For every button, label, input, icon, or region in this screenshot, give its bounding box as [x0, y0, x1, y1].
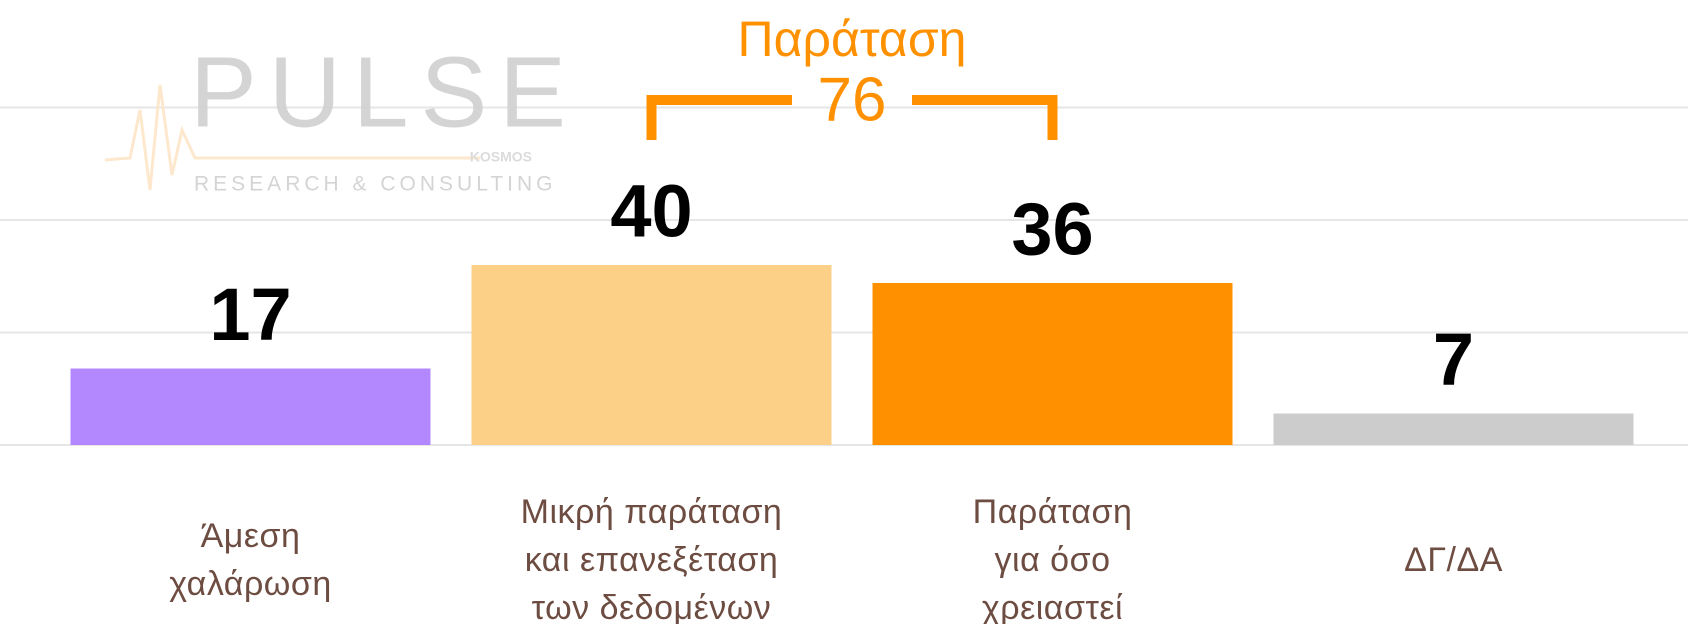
bar [872, 283, 1233, 445]
x-tick-label: Παράταση για όσο χρειαστεί [972, 493, 1133, 624]
logo: PULSE KOSMOS RESEARCH & CONSULTING [104, 36, 578, 196]
logo-name: PULSE [190, 36, 578, 148]
annotation-bracket [646, 95, 1058, 140]
annotation-value: 76 [818, 65, 887, 134]
value-label: 7 [1433, 318, 1474, 401]
bar [70, 368, 431, 445]
logo-tagline: RESEARCH & CONSULTING [194, 173, 557, 196]
bar [471, 265, 832, 445]
bar [1273, 413, 1634, 445]
logo-sub: KOSMOS [470, 149, 532, 165]
x-tick-label: Άμεση χαλάρωση [169, 517, 332, 603]
x-tick-label: Μικρή παράταση και επανεξέταση των δεδομ… [520, 493, 783, 624]
value-label: 40 [610, 170, 692, 253]
logo-pulse-line [104, 84, 480, 191]
annotation-label: Παράταση [738, 11, 967, 67]
x-tick-label: ΔΓ/ΔΑ [1404, 541, 1503, 579]
value-label: 36 [1011, 188, 1093, 271]
value-label: 17 [209, 273, 291, 356]
